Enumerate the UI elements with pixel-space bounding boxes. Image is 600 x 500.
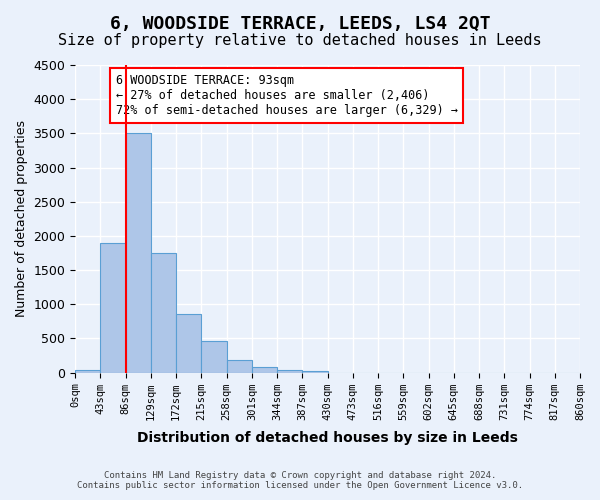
Text: Size of property relative to detached houses in Leeds: Size of property relative to detached ho…	[58, 32, 542, 48]
Bar	[100, 243, 125, 372]
Bar	[227, 360, 252, 372]
Bar	[252, 367, 277, 372]
Text: 6 WOODSIDE TERRACE: 93sqm
← 27% of detached houses are smaller (2,406)
72% of se: 6 WOODSIDE TERRACE: 93sqm ← 27% of detac…	[116, 74, 458, 117]
Text: 6, WOODSIDE TERRACE, LEEDS, LS4 2QT: 6, WOODSIDE TERRACE, LEEDS, LS4 2QT	[110, 15, 490, 33]
Bar	[151, 253, 176, 372]
Bar	[125, 134, 151, 372]
Bar	[202, 341, 227, 372]
Bar	[176, 314, 202, 372]
Text: Contains HM Land Registry data © Crown copyright and database right 2024.
Contai: Contains HM Land Registry data © Crown c…	[77, 470, 523, 490]
Y-axis label: Number of detached properties: Number of detached properties	[15, 120, 28, 318]
X-axis label: Distribution of detached houses by size in Leeds: Distribution of detached houses by size …	[137, 431, 518, 445]
Bar	[277, 370, 302, 372]
Bar	[75, 370, 100, 372]
